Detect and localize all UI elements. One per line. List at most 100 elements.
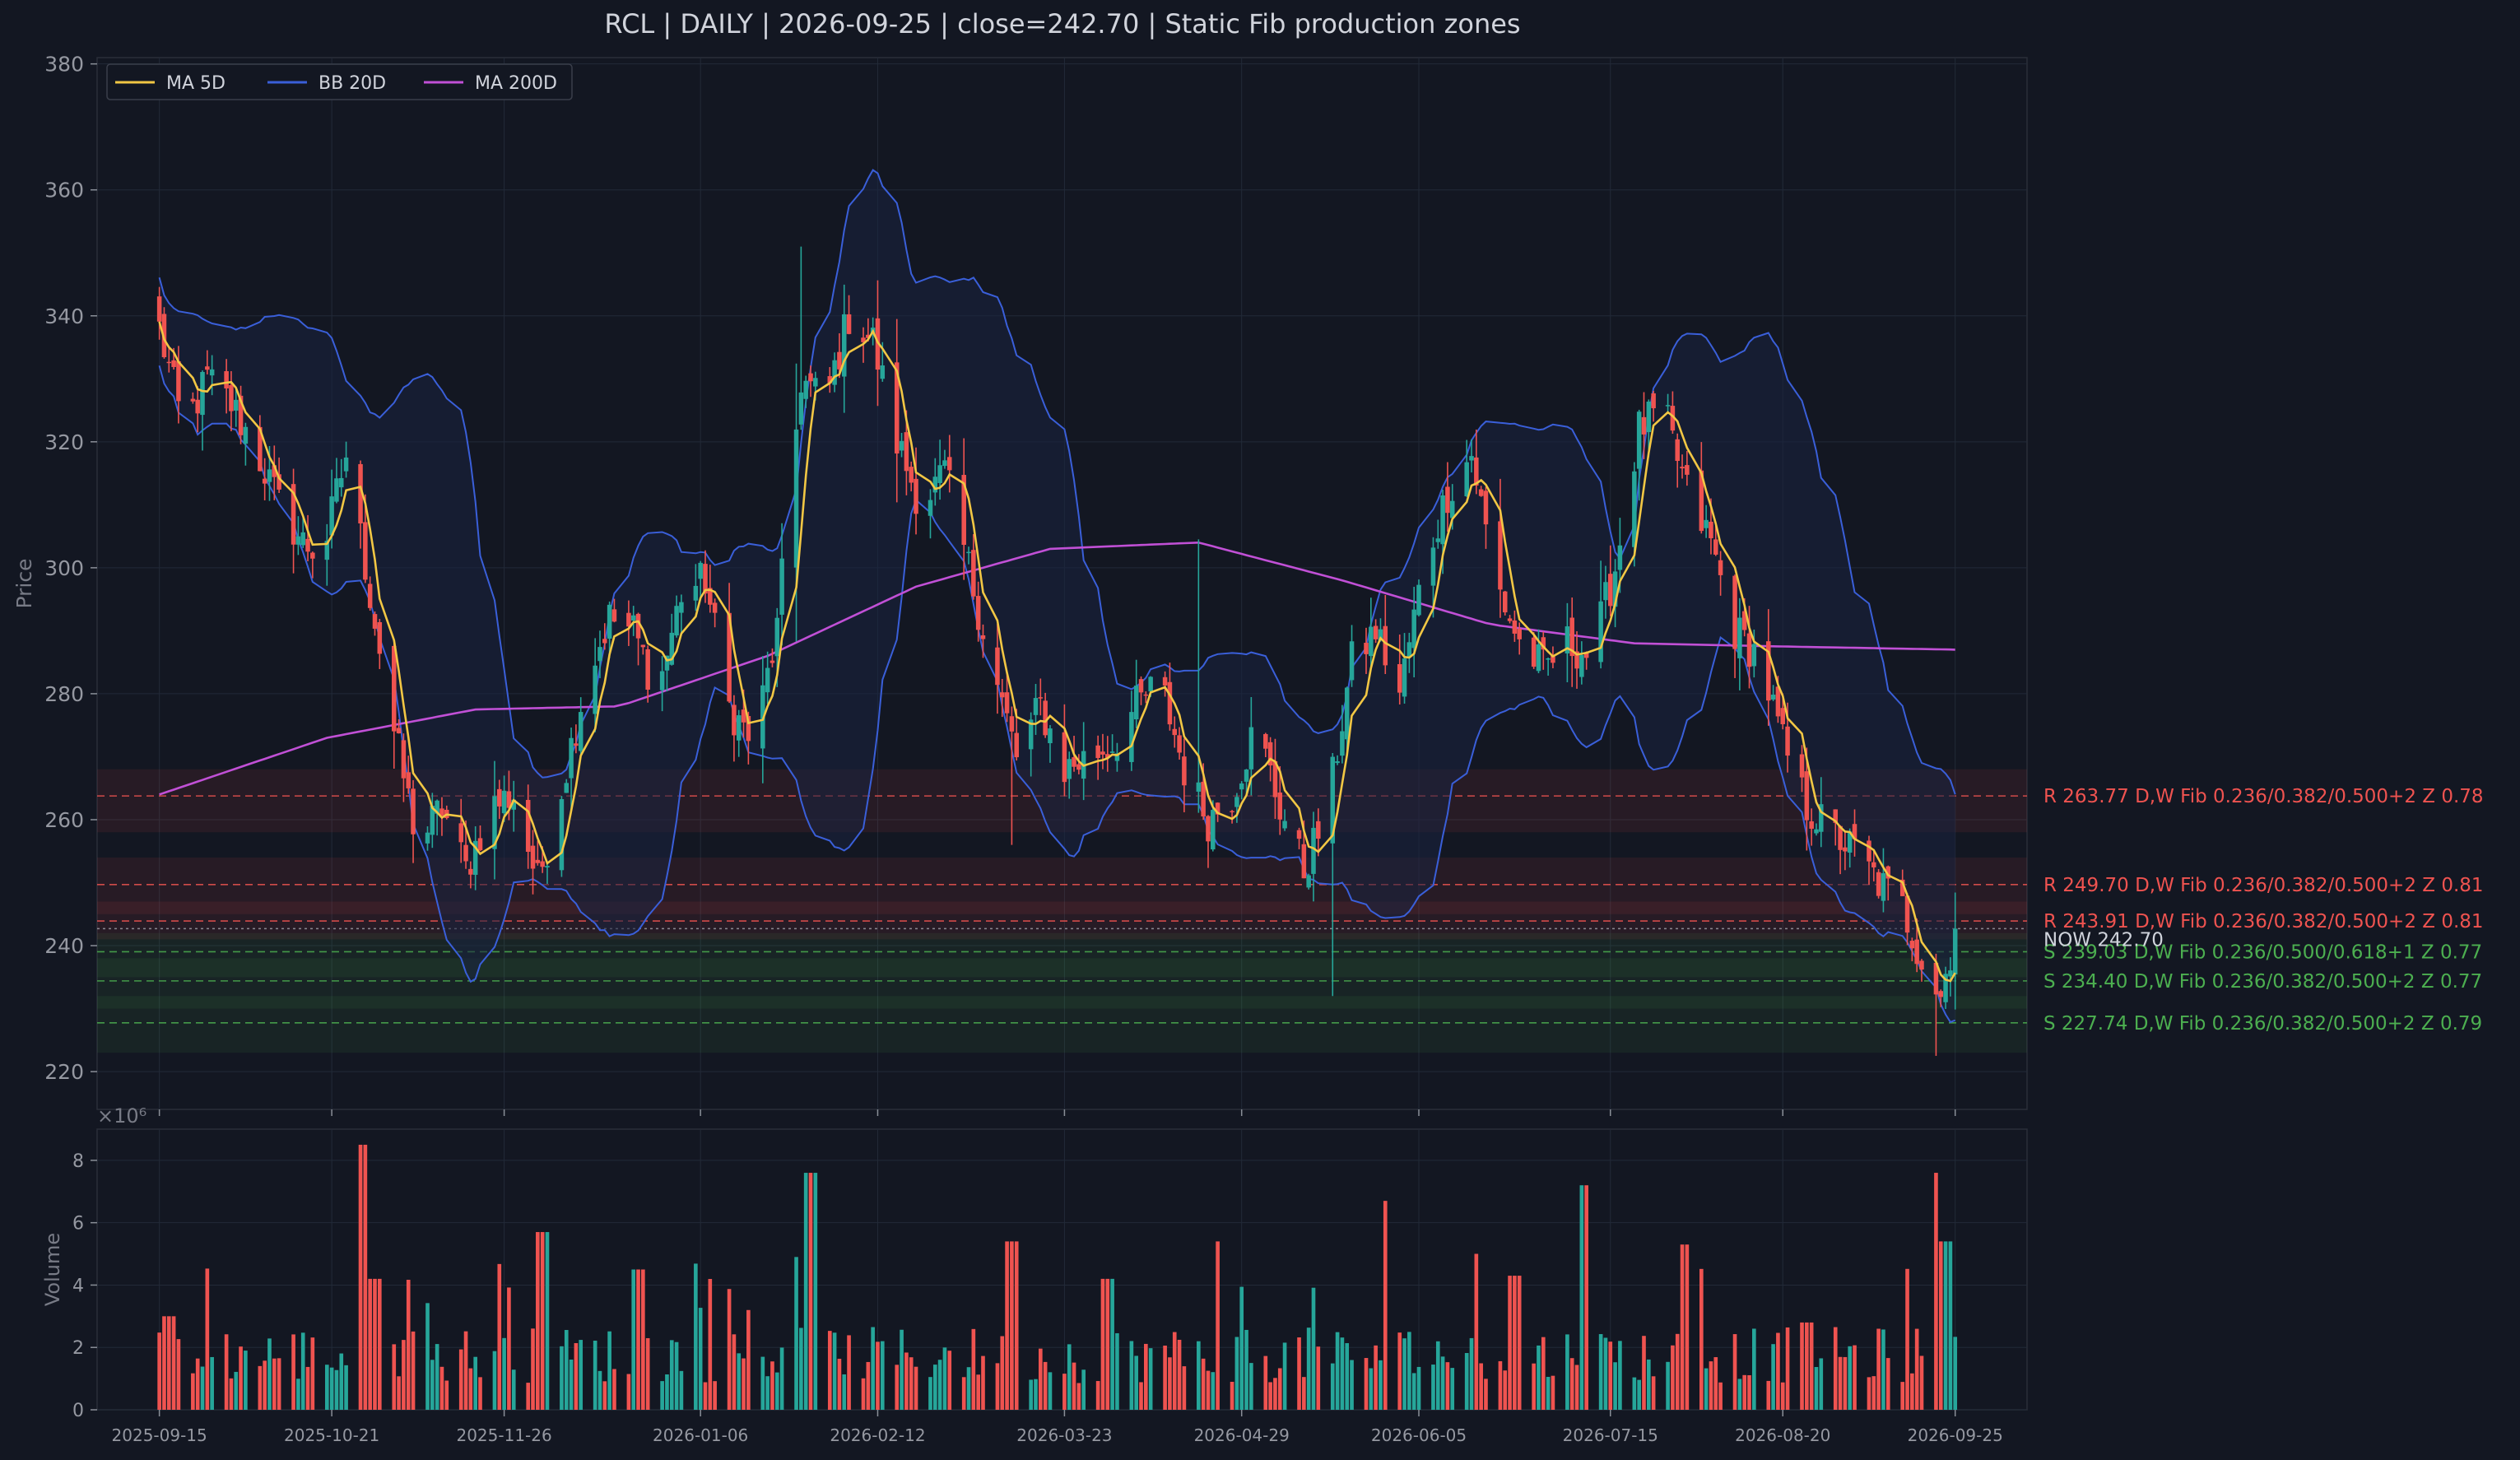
candle-body [803,380,808,399]
volume-bar [1115,1332,1119,1410]
candle-body [1780,708,1786,724]
candle-body [1536,644,1541,672]
candle-body [664,655,670,671]
xtick-label: 2026-07-15 [1563,1425,1658,1445]
legend-label-0: MA 5D [166,73,225,94]
candle-body [1133,686,1139,720]
candle-body [1565,626,1570,653]
candlesticks [156,246,1958,1056]
candle-body [1685,465,1690,475]
volume-bar [1532,1363,1536,1410]
candle-body [774,617,780,657]
volume-bar [1335,1332,1340,1410]
candle-body [1406,642,1412,658]
volume-bar [1383,1201,1388,1410]
candle-body [1646,401,1652,432]
volume-bar [324,1365,329,1410]
candle-body [904,432,909,472]
candle-body [937,465,942,483]
candle-body [501,790,507,814]
candle-body [1378,629,1383,641]
volume-bar [1330,1363,1335,1410]
candle-body [727,612,732,702]
volume-bar [1014,1241,1019,1410]
candle-body [1402,658,1407,697]
zone-label-4: S 234.40 D,W Fib 0.236/0.382/0.500+2 Z 0… [2043,971,2482,993]
candle-body [1680,467,1685,469]
candle-body [209,369,215,376]
zone-labels: R 263.77 D,W Fib 0.236/0.382/0.500+2 Z 0… [2043,786,2484,1035]
candle-body [1551,655,1555,663]
volume-ytick-label: 4 [72,1276,84,1296]
candle-body [1718,560,1723,575]
volume-bar [760,1356,765,1410]
volume-bar [1440,1356,1445,1410]
candle-body [195,399,200,414]
candle-body [229,384,234,411]
candle-body [1311,827,1316,874]
candle-body [736,715,742,741]
candle-body [1607,574,1613,607]
volume-bar [1800,1322,1804,1410]
volume-bar [1876,1328,1881,1410]
volume-bar [1273,1378,1277,1410]
price-ytick-label: 360 [44,179,84,202]
bb-upper-line [158,169,1956,795]
candle-body [1498,521,1503,590]
candle-body [1531,637,1537,667]
candle-body [1709,521,1713,538]
volume-bar [1076,1383,1081,1410]
candle-body [1148,677,1153,692]
volume-bar [1508,1276,1512,1410]
volume-bar [1163,1346,1167,1410]
candle-body [477,838,483,851]
candle-body [597,647,602,662]
candle-body [698,562,703,579]
volume-bar [1867,1377,1871,1410]
candle-body [659,671,665,690]
volume-bar [1618,1341,1622,1410]
volume-bar [794,1257,798,1410]
volume-bar [703,1382,708,1410]
volume-bar [737,1353,742,1410]
volume-bar [1938,1241,1943,1410]
candle-body [1948,970,1953,977]
candle-body [171,360,176,367]
candle-body [435,800,439,814]
candle-body [243,426,249,444]
candle-body [1435,538,1441,542]
candle-body [1737,617,1742,658]
candle-body [1598,601,1603,663]
candle-body [1876,872,1881,896]
volume-bar [1853,1345,1857,1410]
candle-body [372,614,378,629]
candle-body [1833,809,1839,823]
volume-bar [458,1349,463,1410]
candle-body [808,373,813,382]
candle-body [712,602,718,613]
volume-bar [1148,1348,1153,1410]
volume-bar [1474,1253,1479,1410]
volume-bar [1819,1358,1824,1410]
candle-body [1138,679,1144,693]
volume-bar [205,1268,210,1410]
volume-bar [1651,1376,1656,1410]
candle-body [880,365,886,379]
candle-body [1109,751,1115,753]
candle-body [942,460,947,467]
candle-body [497,788,502,807]
candle-body [1143,694,1149,696]
candle-body [310,552,315,559]
volume-bar [536,1232,540,1410]
volume-bar [579,1340,584,1410]
candle-body [1244,770,1249,782]
candle-body [392,645,397,732]
volume-bar [947,1351,952,1410]
candle-body [238,395,244,435]
volume-bar [1029,1379,1033,1410]
candle-body [765,667,770,693]
candle-body [679,602,684,613]
volume-bar [1551,1375,1555,1410]
volume-bar [1282,1342,1287,1410]
